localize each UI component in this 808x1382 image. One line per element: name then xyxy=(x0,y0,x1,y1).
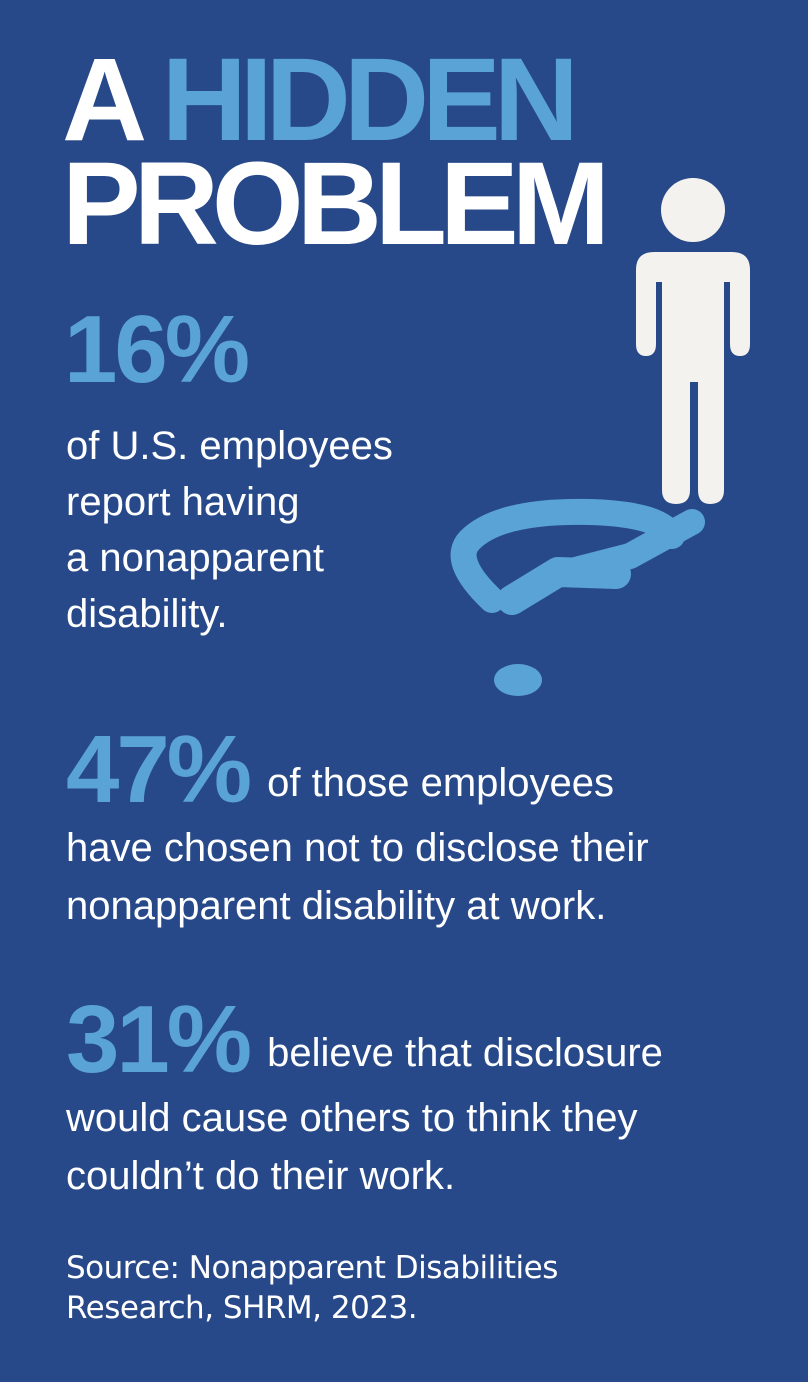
stat-2-value: 47% xyxy=(66,716,252,823)
stat-1-line: of U.S. employees xyxy=(66,424,393,468)
stat-3-line: couldn’t do their work. xyxy=(66,1154,456,1198)
question-mark-dot xyxy=(494,664,542,696)
source-citation: Source: Nonapparent Disabilities Researc… xyxy=(66,1248,706,1328)
person-icon xyxy=(636,178,750,504)
stat-1-line: disability. xyxy=(66,592,228,636)
source-line: Research, SHRM, 2023. xyxy=(66,1290,418,1326)
stat-1-description: of U.S. employees report having a nonapp… xyxy=(66,418,446,642)
headline-word-a: A xyxy=(62,34,143,166)
headline-word-problem: PROBLEM xyxy=(62,138,610,270)
stat-2-inline-text: of those employees xyxy=(267,761,615,805)
source-line: Source: Nonapparent Disabilities xyxy=(66,1250,558,1286)
stat-3-value: 31% xyxy=(66,986,252,1093)
stat-1-line: a nonapparent xyxy=(66,536,325,580)
stat-2-line: nonapparent disability at work. xyxy=(66,884,607,928)
stat-3: 31% believe that disclosure would cause o… xyxy=(66,992,766,1204)
stat-2: 47% of those employees have chosen not to… xyxy=(66,722,766,934)
stat-2-line: have chosen not to disclose their xyxy=(66,826,649,870)
illustration xyxy=(450,178,750,696)
stat-3-inline-text: believe that disclosure xyxy=(267,1031,663,1075)
stat-1-line: report having xyxy=(66,480,300,524)
question-mark-wheelchair-icon xyxy=(450,498,705,615)
stat-1-value: 16% xyxy=(64,296,250,403)
headline-word-hidden: HIDDEN xyxy=(161,34,579,166)
headline: A HIDDEN PROBLEM xyxy=(62,41,610,263)
stat-3-line: would cause others to think they xyxy=(66,1096,638,1140)
